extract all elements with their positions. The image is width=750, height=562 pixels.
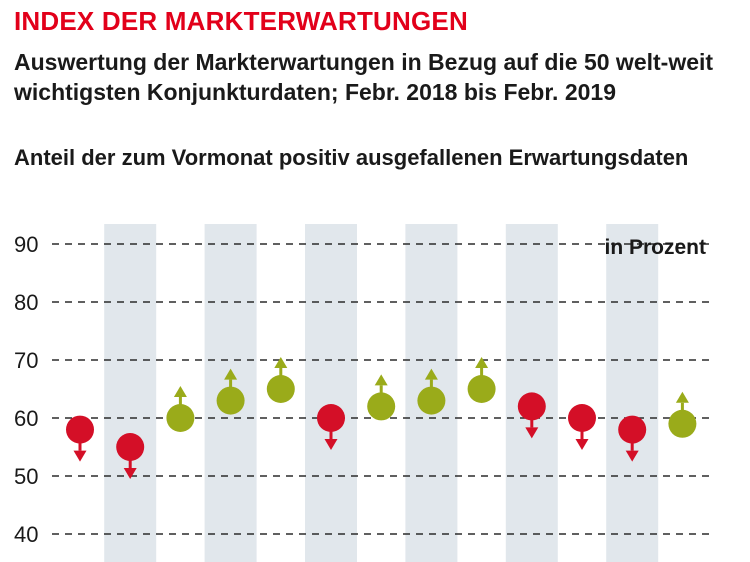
point-negative: [517, 392, 546, 439]
arrow-down-icon: [123, 468, 137, 479]
data-marker: [317, 404, 345, 432]
arrow-up-icon: [675, 391, 689, 403]
y-tick-label: 60: [14, 406, 38, 431]
background-bands: [104, 224, 659, 562]
data-marker: [116, 433, 145, 461]
data-marker: [568, 404, 596, 432]
point-negative: [317, 404, 345, 450]
data-marker: [66, 415, 94, 444]
data-marker: [517, 392, 546, 421]
data-marker: [618, 415, 647, 444]
arrow-down-icon: [324, 439, 338, 450]
arrow-down-icon: [575, 439, 589, 450]
point-negative: [66, 415, 94, 462]
point-positive: [467, 357, 496, 403]
data-marker: [367, 392, 396, 421]
chart-title: INDEX DER MARKTERWARTUNGEN: [14, 6, 468, 36]
arrow-down-icon: [525, 427, 539, 439]
chart-subtitle: Auswertung der Markterwartungen in Bezug…: [14, 49, 714, 105]
background-band: [305, 224, 357, 562]
y-axis-ticks: 90 80 70 60 50 40: [14, 232, 38, 547]
point-negative: [116, 433, 145, 479]
arrow-up-icon: [475, 357, 489, 368]
arrow-up-icon: [424, 368, 438, 380]
arrow-down-icon: [625, 450, 639, 462]
unit-label: in Prozent: [604, 236, 706, 259]
arrow-up-icon: [173, 386, 187, 397]
background-band: [606, 224, 659, 562]
y-tick-label: 50: [14, 464, 38, 489]
point-positive: [166, 386, 195, 432]
data-marker: [216, 386, 245, 415]
chart-caption: Anteil der zum Vormonat positiv ausgefal…: [14, 145, 689, 170]
arrow-up-icon: [274, 357, 288, 368]
y-tick-label: 90: [14, 232, 38, 257]
arrow-up-icon: [374, 374, 388, 386]
point-negative: [618, 415, 647, 462]
data-marker: [467, 375, 496, 403]
y-tick-label: 80: [14, 290, 38, 315]
y-tick-label: 70: [14, 348, 38, 373]
point-positive: [367, 374, 396, 421]
data-marker: [266, 375, 295, 403]
data-marker: [417, 386, 446, 415]
point-positive: [216, 368, 245, 415]
data-marker: [166, 404, 195, 432]
data-points: [66, 357, 697, 479]
point-positive: [266, 357, 295, 403]
arrow-up-icon: [224, 368, 238, 380]
arrow-down-icon: [73, 450, 87, 462]
background-band: [104, 224, 157, 562]
y-tick-label: 40: [14, 522, 38, 547]
point-positive: [417, 368, 446, 415]
point-positive: [668, 391, 697, 438]
data-marker: [668, 409, 697, 438]
point-negative: [568, 404, 596, 450]
